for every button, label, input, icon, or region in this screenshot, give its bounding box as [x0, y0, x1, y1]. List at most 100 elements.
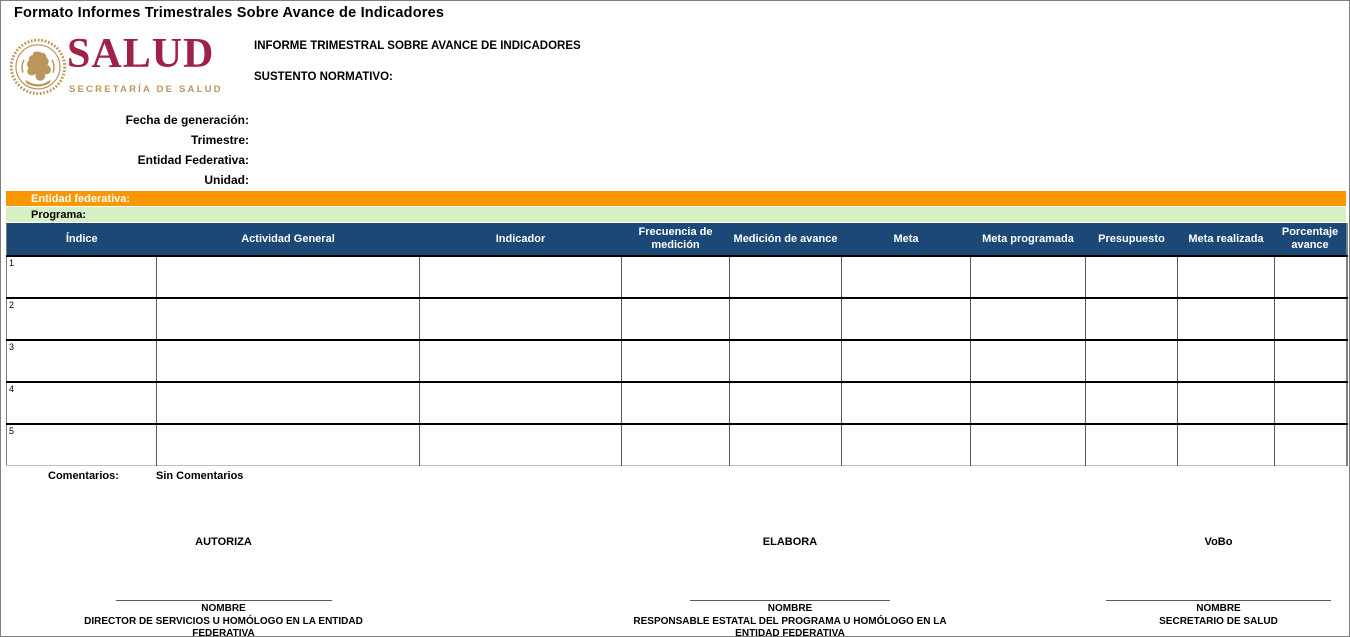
cell-indicador[interactable] — [419, 256, 622, 298]
col-header-meta: Meta — [841, 223, 971, 256]
cell-porcentaje-avance[interactable] — [1274, 298, 1347, 340]
row-number: 4 — [9, 384, 15, 394]
signature-role: DIRECTOR DE SERVICIOS U HOMÓLOGO EN LA E… — [84, 616, 363, 637]
entidad-band-label: Entidad federativa: — [31, 192, 131, 205]
cell-porcentaje-avance[interactable] — [1274, 256, 1347, 298]
cell-presupuesto[interactable] — [1085, 298, 1178, 340]
cell-meta-realizada[interactable] — [1177, 340, 1275, 382]
cell-actividad-general[interactable] — [156, 382, 420, 424]
cell-actividad-general[interactable] — [156, 424, 420, 466]
programa-band: Programa: — [6, 207, 1346, 222]
cell-frecuencia-medicion[interactable] — [621, 382, 730, 424]
indicators-table: Índice Actividad General Indicador Frecu… — [6, 223, 1348, 466]
cell-indice[interactable]: 4 — [6, 382, 157, 424]
indicators-table-wrap: Índice Actividad General Indicador Frecu… — [6, 223, 1348, 466]
signature-role: RESPONSABLE ESTATAL DEL PROGRAMA U HOMÓL… — [633, 616, 947, 637]
signature-name-label: NOMBRE — [1196, 603, 1241, 614]
page-title: Formato Informes Trimestrales Sobre Avan… — [14, 5, 445, 21]
cell-meta-realizada[interactable] — [1177, 424, 1275, 466]
salud-wordmark: SALUD — [67, 31, 215, 77]
cell-indice[interactable]: 1 — [6, 256, 157, 298]
cell-presupuesto[interactable] — [1085, 256, 1178, 298]
value-trimestre[interactable] — [261, 133, 661, 153]
signature-block-vobo: VoBo NOMBRE SECRETARIO DE SALUD — [1071, 536, 1349, 628]
cell-presupuesto[interactable] — [1085, 424, 1178, 466]
cell-frecuencia-medicion[interactable] — [621, 424, 730, 466]
cell-meta[interactable] — [841, 340, 971, 382]
cell-frecuencia-medicion[interactable] — [621, 340, 730, 382]
salud-tagline: SECRETARÍA DE SALUD — [69, 84, 223, 95]
coat-of-arms-icon — [9, 38, 67, 95]
programa-band-label: Programa: — [31, 208, 87, 221]
value-unidad[interactable] — [261, 173, 661, 193]
cell-medicion-avance[interactable] — [729, 256, 842, 298]
cell-medicion-avance[interactable] — [729, 298, 842, 340]
signature-heading: ELABORA — [762, 536, 818, 548]
row-number: 1 — [9, 258, 15, 268]
cell-frecuencia-medicion[interactable] — [621, 256, 730, 298]
cell-meta-programada[interactable] — [970, 424, 1086, 466]
signature-role: SECRETARIO DE SALUD — [1159, 616, 1278, 627]
label-trimestre: Trimestre: — [190, 133, 249, 147]
cell-actividad-general[interactable] — [156, 256, 420, 298]
cell-meta[interactable] — [841, 424, 971, 466]
cell-indicador[interactable] — [419, 340, 622, 382]
cell-medicion-avance[interactable] — [729, 424, 842, 466]
cell-porcentaje-avance[interactable] — [1274, 382, 1347, 424]
meta-labels: Fecha de generación: Trimestre: Entidad … — [1, 113, 249, 193]
cell-presupuesto[interactable] — [1085, 340, 1178, 382]
cell-medicion-avance[interactable] — [729, 340, 842, 382]
signature-block-autoriza: AUTORIZA NOMBRE DIRECTOR DE SERVICIOS U … — [61, 536, 386, 637]
cell-meta[interactable] — [841, 382, 971, 424]
meta-values — [261, 113, 661, 193]
cell-porcentaje-avance[interactable] — [1274, 340, 1347, 382]
col-header-actividad-general: Actividad General — [156, 223, 420, 256]
cell-indicador[interactable] — [419, 298, 622, 340]
table-row: 5 — [6, 424, 1347, 466]
table-header-row: Índice Actividad General Indicador Frecu… — [6, 223, 1347, 256]
cell-presupuesto[interactable] — [1085, 382, 1178, 424]
report-title: INFORME TRIMESTRAL SOBRE AVANCE DE INDIC… — [254, 40, 581, 52]
comments-label: Comentarios: — [48, 470, 119, 482]
cell-porcentaje-avance[interactable] — [1274, 424, 1347, 466]
cell-meta-realizada[interactable] — [1177, 382, 1275, 424]
table-row: 1 — [6, 256, 1347, 298]
cell-indice[interactable]: 3 — [6, 340, 157, 382]
col-header-frecuencia-medicion: Frecuencia de medición — [621, 223, 730, 256]
signature-heading: AUTORIZA — [195, 536, 252, 548]
row-number: 2 — [9, 300, 15, 310]
cell-meta-programada[interactable] — [970, 382, 1086, 424]
cell-indicador[interactable] — [419, 382, 622, 424]
signature-name-label: NOMBRE — [767, 603, 813, 614]
cell-indicador[interactable] — [419, 424, 622, 466]
value-entidad-federativa[interactable] — [261, 153, 661, 173]
cell-indice[interactable]: 5 — [6, 424, 157, 466]
entidad-federativa-band: Entidad federativa: — [6, 191, 1346, 206]
label-unidad: Unidad: — [204, 173, 249, 187]
signature-line — [115, 600, 332, 601]
signature-heading: VoBo — [1204, 536, 1233, 548]
signature-block-elabora: ELABORA NOMBRE RESPONSABLE ESTATAL DEL P… — [629, 536, 951, 637]
col-header-medicion-avance: Medición de avance — [729, 223, 842, 256]
value-fecha-generacion[interactable] — [261, 113, 661, 133]
cell-frecuencia-medicion[interactable] — [621, 298, 730, 340]
col-header-presupuesto: Presupuesto — [1085, 223, 1178, 256]
cell-meta-programada[interactable] — [970, 340, 1086, 382]
comments-value: Sin Comentarios — [156, 470, 244, 482]
cell-meta[interactable] — [841, 256, 971, 298]
cell-meta-realizada[interactable] — [1177, 256, 1275, 298]
cell-meta-programada[interactable] — [970, 256, 1086, 298]
cell-meta[interactable] — [841, 298, 971, 340]
cell-indice[interactable]: 2 — [6, 298, 157, 340]
signature-line — [1106, 600, 1331, 601]
cell-meta-programada[interactable] — [970, 298, 1086, 340]
cell-medicion-avance[interactable] — [729, 382, 842, 424]
signature-name-label: NOMBRE — [201, 603, 246, 614]
normative-label: SUSTENTO NORMATIVO: — [254, 71, 393, 83]
col-header-meta-programada: Meta programada — [970, 223, 1086, 256]
cell-actividad-general[interactable] — [156, 298, 420, 340]
cell-actividad-general[interactable] — [156, 340, 420, 382]
cell-meta-realizada[interactable] — [1177, 298, 1275, 340]
col-header-indicador: Indicador — [419, 223, 622, 256]
